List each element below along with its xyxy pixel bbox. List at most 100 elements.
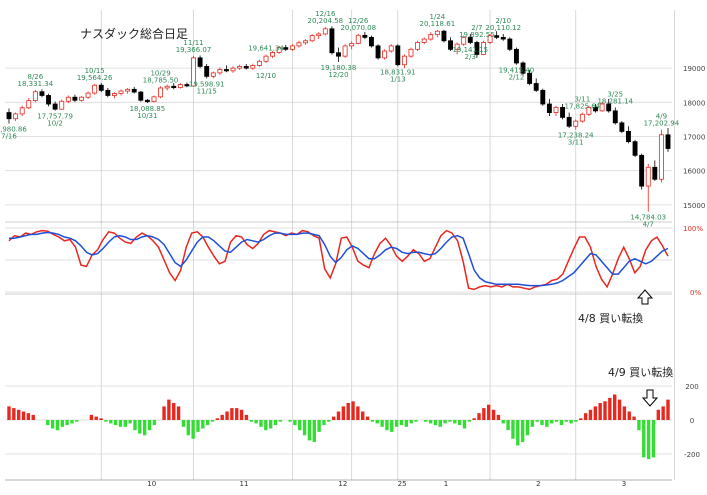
bar-negative	[317, 420, 321, 432]
bar-negative	[574, 420, 578, 422]
bar-positive	[21, 411, 26, 420]
bar-positive	[230, 408, 234, 420]
bar-negative	[462, 420, 467, 429]
candle-body	[329, 28, 335, 54]
candle-body	[645, 166, 651, 187]
bar-negative	[327, 420, 331, 422]
bar-negative	[278, 420, 283, 422]
bar-negative	[414, 420, 418, 422]
bar-negative	[453, 420, 457, 424]
price-annotation: 2/10	[495, 17, 511, 25]
bar-negative	[75, 420, 79, 422]
bar-positive	[477, 413, 481, 420]
candle-body	[388, 45, 394, 52]
price-annotation: 2/3	[465, 53, 476, 61]
bar-positive	[613, 394, 617, 420]
candle-body	[513, 48, 519, 64]
candle-body	[428, 34, 434, 40]
candle-body	[612, 110, 618, 124]
bar-negative	[186, 420, 190, 436]
bar-negative	[428, 420, 433, 424]
bar-negative	[540, 420, 544, 426]
candle-body	[461, 36, 467, 45]
price-annotation: 19,598.91	[189, 80, 225, 88]
bar-negative	[404, 420, 409, 427]
bar-negative	[302, 420, 307, 436]
bar-negative	[298, 420, 302, 431]
bar-negative	[375, 420, 379, 424]
bar-negative	[370, 420, 375, 422]
bar-tick-label: 0	[690, 417, 694, 425]
signal-note-1: 4/8 買い転換	[578, 312, 643, 325]
candle-body	[322, 28, 328, 35]
candle-body	[553, 107, 559, 113]
bar-negative	[380, 420, 384, 427]
bar-positive	[172, 403, 176, 420]
bar-negative	[646, 420, 651, 460]
candle-body	[560, 107, 566, 118]
bar-negative	[46, 420, 50, 426]
candle-body	[481, 42, 486, 55]
bar-negative	[467, 420, 472, 422]
bar-negative	[438, 420, 442, 427]
bar-negative	[181, 420, 186, 427]
bar-positive	[588, 409, 593, 420]
x-tick-label: 12	[338, 480, 347, 488]
candle-body	[652, 166, 658, 180]
candle-body	[579, 113, 585, 122]
bar-negative	[433, 420, 438, 426]
price-annotation: 18,785.50	[143, 76, 179, 84]
bar-negative	[506, 420, 510, 431]
candle-body	[434, 30, 440, 36]
price-annotation: 20,118.61	[420, 20, 456, 28]
bar-positive	[31, 414, 35, 420]
bar-positive	[622, 406, 627, 420]
bar-negative	[50, 420, 55, 429]
candle-body	[19, 107, 25, 115]
price-tick-label: 16000	[683, 168, 705, 176]
candle-body	[151, 96, 157, 103]
candle-body	[362, 34, 368, 38]
price-annotation: 19,366.07	[176, 46, 212, 54]
bar-negative	[511, 420, 515, 439]
bar-positive	[487, 404, 491, 420]
price-annotation: 8/26	[27, 73, 43, 81]
bar-positive	[661, 406, 665, 420]
candle-body	[639, 154, 645, 187]
price-annotation: 19,564.26	[77, 74, 113, 82]
price-annotation: 2/12	[509, 74, 525, 82]
bar-positive	[482, 408, 486, 420]
price-tick-label: 15000	[683, 202, 705, 210]
bar-positive	[225, 411, 229, 420]
candle-body	[296, 42, 302, 47]
price-annotation: 19,641.34	[248, 44, 284, 52]
price-annotation: 19,141.15	[452, 46, 488, 54]
bar-positive	[346, 403, 350, 420]
bar-negative	[113, 420, 118, 426]
bar-positive	[89, 414, 94, 420]
x-tick-label: 1	[444, 480, 448, 488]
candle-body	[191, 57, 196, 87]
candle-body	[283, 47, 289, 50]
candle-body	[171, 85, 177, 89]
osc-tick-label: 100%	[683, 225, 703, 233]
bar-negative	[307, 420, 312, 441]
candle-body	[144, 99, 150, 103]
bar-positive	[598, 403, 602, 420]
candle-body	[65, 96, 71, 102]
bar-negative	[322, 420, 326, 426]
bar-negative	[118, 420, 123, 427]
price-tick-label: 18000	[683, 99, 705, 107]
bar-negative	[268, 420, 273, 429]
candle-body	[342, 45, 348, 57]
candle-body	[540, 89, 546, 105]
bar-positive	[608, 397, 612, 420]
candle-body	[632, 141, 638, 156]
bar-negative	[424, 420, 428, 422]
bar-negative	[210, 420, 215, 422]
price-annotation: 7/16	[1, 133, 17, 141]
down-arrow-icon	[641, 389, 659, 407]
price-annotation: 12/16	[315, 10, 336, 18]
